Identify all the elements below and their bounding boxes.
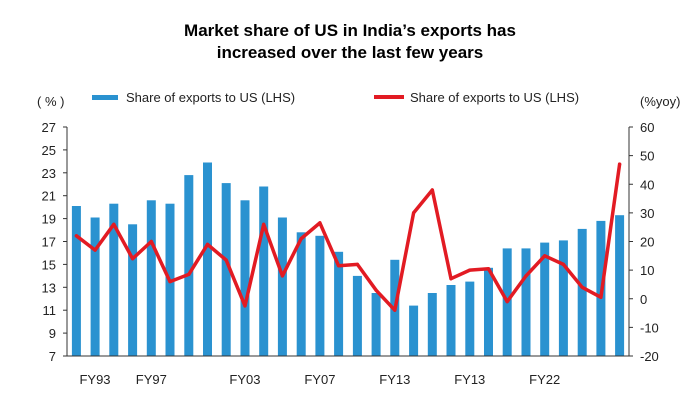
x-tick-label: FY93: [79, 372, 110, 387]
bar-series: [71, 162, 625, 356]
bar: [109, 203, 119, 356]
chart-title-line-1: Market share of US in India’s exports ha…: [184, 21, 516, 40]
right-tick-label: 40: [640, 177, 654, 192]
line-point: [318, 221, 322, 225]
left-tick-label: 9: [49, 326, 56, 341]
right-tick-label: -10: [640, 320, 659, 335]
bar: [577, 228, 587, 356]
bar: [540, 242, 550, 356]
x-tick-label: FY97: [136, 372, 167, 387]
bar: [521, 248, 531, 356]
line-point: [131, 257, 135, 261]
legend-bar-label: Share of exports to US (LHS): [126, 90, 295, 105]
right-tick-label: 50: [640, 149, 654, 164]
bar: [277, 217, 287, 356]
line-point: [524, 274, 528, 278]
x-tick-label: FY07: [304, 372, 335, 387]
line-point: [299, 237, 303, 241]
right-tick-label: 20: [640, 235, 654, 250]
line-point: [468, 268, 472, 272]
legend: Share of exports to US (LHS) Share of ex…: [92, 90, 579, 105]
right-tick-label: 30: [640, 206, 654, 221]
line-point: [93, 248, 97, 252]
right-tick-label: 0: [640, 292, 647, 307]
legend-line-swatch: [374, 95, 404, 99]
line-point: [168, 280, 172, 284]
line-point: [112, 222, 116, 226]
bar: [352, 275, 362, 356]
line-point: [449, 277, 453, 281]
left-tick-label: 19: [42, 212, 56, 227]
bar: [446, 285, 456, 356]
bar: [146, 200, 156, 356]
line-point: [149, 239, 153, 244]
bar: [427, 293, 437, 356]
line-point: [618, 162, 622, 166]
line-point: [355, 262, 359, 266]
bar: [315, 235, 325, 356]
line-point: [280, 274, 284, 278]
bar: [259, 186, 269, 356]
line-point: [543, 254, 547, 258]
bar: [409, 305, 419, 356]
left-tick-label: 27: [42, 120, 56, 135]
left-axis-unit: ( % ): [37, 94, 64, 109]
bar: [128, 224, 138, 356]
line-point: [486, 267, 491, 271]
left-tick-label: 7: [49, 349, 56, 364]
line-point: [580, 285, 584, 289]
bar: [203, 162, 212, 356]
bar: [484, 267, 493, 356]
line-point: [599, 295, 603, 299]
chart-title-line-2: increased over the last few years: [217, 43, 483, 62]
x-tick-label: FY03: [229, 372, 260, 387]
left-tick-label: 23: [42, 166, 56, 181]
bar: [334, 251, 344, 356]
left-tick-label: 11: [43, 303, 57, 318]
line-point: [430, 188, 434, 192]
line-point: [393, 308, 397, 312]
line-point: [243, 304, 247, 308]
line-point: [74, 234, 78, 238]
line-point: [412, 211, 416, 215]
line-point: [374, 288, 378, 292]
x-tick-label: FY13: [454, 372, 485, 387]
x-tick-label: FY13: [379, 372, 410, 387]
left-tick-label: 17: [42, 235, 56, 250]
bar: [90, 217, 100, 356]
bar: [558, 240, 568, 356]
left-tick-label: 13: [42, 280, 56, 295]
bar: [296, 232, 306, 356]
left-tick-label: 25: [42, 143, 56, 158]
bar: [465, 281, 475, 356]
line-point: [224, 258, 228, 262]
right-tick-label: 60: [640, 120, 654, 135]
right-tick-label: -20: [640, 349, 659, 364]
right-tick-label: 10: [640, 263, 654, 278]
left-tick-label: 15: [42, 257, 56, 272]
line-series: [74, 162, 622, 312]
bar: [240, 200, 250, 356]
bar: [221, 183, 231, 356]
line-path: [74, 162, 622, 312]
legend-line-label: Share of exports to US (LHS): [410, 90, 579, 105]
line-point: [205, 242, 210, 246]
right-axis-unit: (%yoy): [640, 94, 680, 109]
line-point: [187, 272, 191, 276]
x-tick-label: FY22: [529, 372, 560, 387]
line-point: [561, 262, 566, 266]
left-tick-label: 21: [42, 189, 56, 204]
line-point: [505, 300, 509, 304]
bar: [184, 175, 194, 356]
axes: 7 9 11 13 15 17 19 21 23 25 27 -20 -10 0 10 20 30 40 50 60 F…: [42, 120, 659, 387]
line-point: [262, 222, 266, 226]
bar: [371, 293, 381, 356]
bar: [615, 215, 625, 356]
legend-bar-swatch: [92, 95, 118, 100]
bar: [71, 206, 81, 356]
line-point: [337, 264, 341, 268]
